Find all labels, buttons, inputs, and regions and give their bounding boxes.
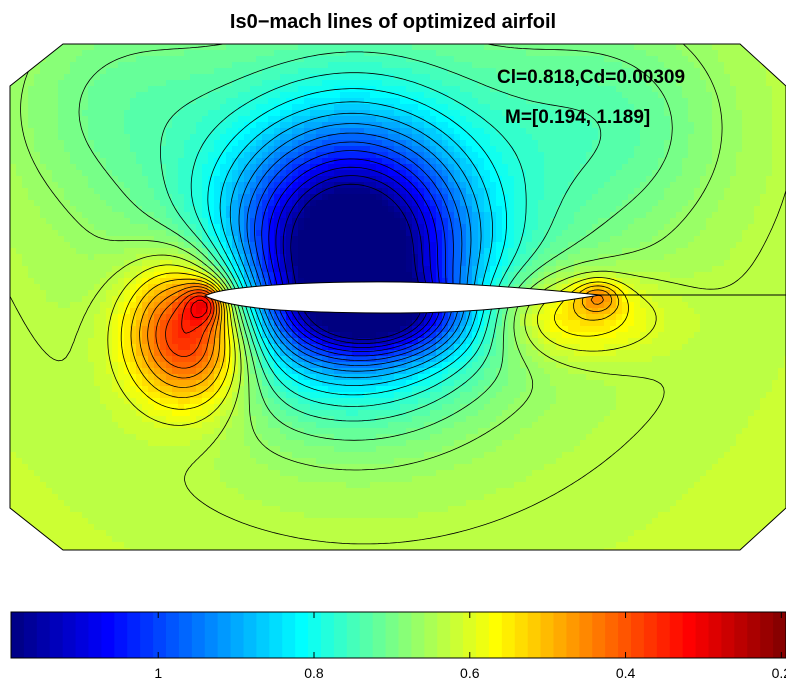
colorbar-cell	[101, 612, 115, 658]
colorbar-cell	[553, 612, 568, 658]
colorbar-cell	[605, 612, 619, 658]
colorbar-cell	[62, 612, 77, 658]
colorbar-cell	[618, 612, 632, 658]
colorbar-cell	[592, 612, 606, 658]
colorbar-cell	[669, 612, 684, 658]
colorbar-cell	[463, 612, 477, 658]
colorbar-cell	[359, 612, 374, 658]
colorbar-cell	[372, 612, 387, 658]
colorbar-cell	[566, 612, 580, 658]
colorbar-cells	[11, 612, 786, 658]
colorbar-cell	[501, 612, 516, 658]
colorbar-cell	[153, 612, 167, 658]
colorbar-cell	[734, 612, 748, 658]
colorbar-cell	[49, 612, 64, 658]
colorbar-cell	[75, 612, 90, 658]
colorbar-cell	[695, 612, 710, 658]
colorbar-cell	[166, 612, 180, 658]
colorbar-cell	[88, 612, 103, 658]
colorbar-cell	[191, 612, 206, 658]
mach-range-annotation: M=[0.194, 1.189]	[505, 107, 650, 128]
colorbar-cell	[11, 612, 25, 658]
colorbar-cell	[36, 612, 51, 658]
colorbar-cell	[346, 612, 361, 658]
colorbar-tick-label: 1	[154, 665, 162, 681]
colorbar-cell	[747, 612, 761, 658]
lift-drag-annotation: Cl=0.818,Cd=0.00309	[497, 67, 685, 88]
colorbar: 1 0.8 0.6 0.4 0.2	[10, 611, 786, 681]
contour-fills	[10, 44, 786, 550]
colorbar-cell	[140, 612, 154, 658]
colorbar-cell	[308, 612, 322, 658]
colorbar-cell	[514, 612, 529, 658]
colorbar-cell	[23, 612, 38, 658]
colorbar-cell	[527, 612, 542, 658]
colorbar-cell	[321, 612, 335, 658]
domain-boundary	[9, 43, 786, 551]
colorbar-tick-label: 0.6	[460, 665, 480, 681]
colorbar-cell	[476, 612, 490, 658]
colorbar-cell	[127, 612, 141, 658]
colorbar-tick-label: 0.8	[304, 665, 324, 681]
colorbar-cell	[656, 612, 671, 658]
colorbar-cell	[760, 612, 774, 658]
colorbar-cell	[631, 612, 645, 658]
contour-plot-area	[9, 43, 786, 551]
colorbar-tick-label: 0.4	[616, 665, 636, 681]
colorbar-cell	[178, 612, 193, 658]
colorbar-cell	[773, 612, 786, 658]
colorbar-frame	[10, 611, 786, 659]
colorbar-cell	[217, 612, 232, 658]
colorbar-cell	[488, 612, 503, 658]
colorbar-cell	[282, 612, 296, 658]
chart-title: Is0−mach lines of optimized airfoil	[230, 11, 556, 33]
colorbar-cell	[204, 612, 219, 658]
colorbar-cell	[243, 612, 258, 658]
airfoil-shape	[203, 281, 601, 314]
colorbar-cell	[385, 612, 400, 658]
colorbar-cell	[721, 612, 735, 658]
colorbar-cell	[230, 612, 245, 658]
colorbar-tick-label: 0.2	[772, 665, 786, 681]
colorbar-cell	[643, 612, 658, 658]
colorbar-cell	[708, 612, 723, 658]
colorbar-cell	[398, 612, 413, 658]
colorbar-cell	[424, 612, 438, 658]
colorbar-cell	[269, 612, 283, 658]
colorbar-cell	[114, 612, 128, 658]
colorbar-ticks: 1 0.8 0.6 0.4 0.2	[154, 612, 786, 681]
colorbar-cell	[682, 612, 697, 658]
colorbar-cell	[450, 612, 464, 658]
colorbar-cell	[437, 612, 451, 658]
colorbar-cell	[579, 612, 593, 658]
colorbar-cell	[540, 612, 555, 658]
colorbar-cell	[411, 612, 425, 658]
colorbar-cell	[295, 612, 309, 658]
colorbar-cell	[256, 612, 270, 658]
colorbar-cell	[333, 612, 348, 658]
